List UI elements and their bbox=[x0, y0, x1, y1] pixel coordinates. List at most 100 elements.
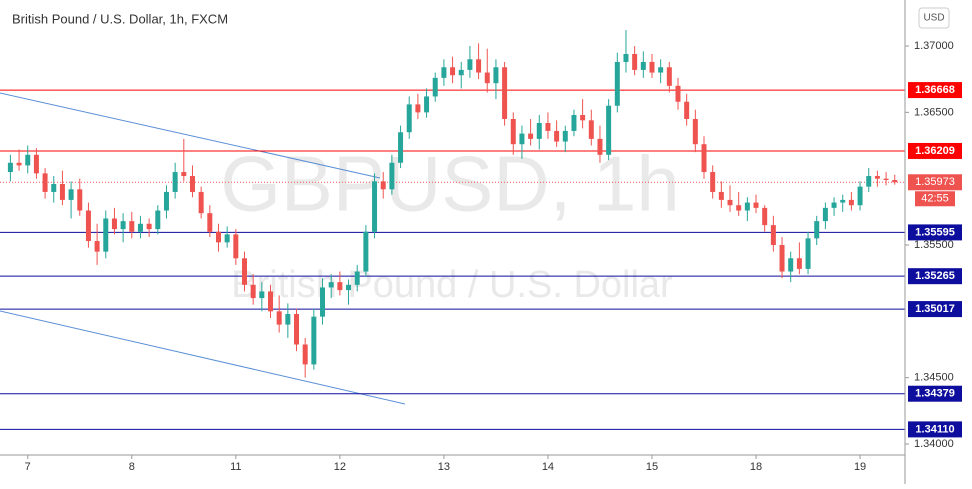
x-tick-label: 12 bbox=[334, 461, 346, 473]
candle-body bbox=[16, 162, 22, 166]
candle-body bbox=[276, 311, 282, 325]
candle-body bbox=[294, 313, 300, 345]
candle-body bbox=[129, 221, 135, 232]
candle-body bbox=[658, 67, 664, 73]
candle-body bbox=[840, 199, 846, 203]
watermark-subtitle: British Pound / U.S. Dollar bbox=[231, 264, 673, 306]
x-tick-label: 18 bbox=[750, 461, 762, 473]
candle-body bbox=[146, 223, 152, 230]
level-tag bbox=[908, 421, 962, 438]
level-tag bbox=[908, 224, 962, 241]
candle-body bbox=[224, 234, 230, 243]
candle-body bbox=[727, 199, 733, 206]
y-tick-label: 1.37000 bbox=[914, 40, 954, 52]
level-label: 1.35017 bbox=[915, 303, 955, 315]
candle-body bbox=[588, 120, 594, 139]
candle-body bbox=[736, 205, 742, 211]
candle-body bbox=[493, 67, 499, 84]
candle-body bbox=[684, 101, 690, 119]
candle-body bbox=[25, 154, 31, 166]
candle-body bbox=[51, 183, 57, 192]
candle-body bbox=[441, 67, 447, 78]
candle-body bbox=[822, 207, 828, 222]
candle-body bbox=[320, 287, 326, 317]
candle-body bbox=[207, 213, 213, 232]
level-tag bbox=[908, 385, 962, 402]
x-tick-label: 13 bbox=[438, 461, 450, 473]
candle-body bbox=[198, 191, 204, 214]
level-label: 1.36209 bbox=[915, 145, 955, 157]
candle-body bbox=[424, 96, 430, 113]
candle-body bbox=[718, 191, 724, 200]
y-tick-label: 1.34000 bbox=[914, 438, 954, 450]
candle-body bbox=[866, 176, 872, 187]
x-tick-label: 15 bbox=[646, 461, 658, 473]
candle-body bbox=[805, 238, 811, 269]
candle-body bbox=[59, 183, 65, 200]
candle-body bbox=[172, 172, 178, 192]
level-tag bbox=[908, 82, 962, 99]
candle-body bbox=[857, 186, 863, 206]
trend-line bbox=[0, 92, 381, 179]
candle-body bbox=[467, 59, 473, 70]
candle-body bbox=[762, 207, 768, 226]
candle-body bbox=[536, 122, 542, 139]
candle-body bbox=[692, 118, 698, 145]
candle-body bbox=[137, 223, 143, 232]
candle-body bbox=[155, 210, 161, 230]
candle-body bbox=[337, 282, 343, 291]
candle-body bbox=[415, 104, 421, 113]
trend-line bbox=[0, 310, 406, 405]
candle-body bbox=[380, 181, 386, 190]
candle-body bbox=[233, 234, 239, 259]
candle-body bbox=[571, 115, 577, 131]
candle-body bbox=[363, 231, 369, 272]
candle-body bbox=[476, 59, 482, 73]
candle-body bbox=[874, 176, 880, 179]
y-tick-label: 1.36500 bbox=[914, 106, 954, 118]
candle-body bbox=[302, 344, 308, 365]
candle-body bbox=[215, 231, 221, 243]
level-label: 1.35265 bbox=[915, 270, 955, 282]
level-label: 1.34110 bbox=[915, 423, 954, 435]
candle-body bbox=[788, 258, 794, 272]
candle-body bbox=[528, 133, 534, 139]
candle-body bbox=[432, 77, 438, 97]
candle-body bbox=[770, 225, 776, 246]
candle-body bbox=[606, 105, 612, 155]
y-tick-label: 1.34500 bbox=[914, 372, 954, 384]
candle-body bbox=[597, 138, 603, 155]
currency-button[interactable] bbox=[918, 7, 950, 29]
candle-body bbox=[450, 67, 456, 76]
candle-body bbox=[710, 172, 716, 192]
candle-body bbox=[85, 210, 91, 242]
candle-body bbox=[346, 284, 352, 291]
candle-body bbox=[77, 189, 83, 211]
candle-body bbox=[285, 313, 291, 325]
last-price-label: 1.35973 bbox=[915, 176, 955, 188]
last-price-tag bbox=[908, 174, 962, 191]
candle-body bbox=[33, 154, 39, 174]
candle-body bbox=[189, 176, 195, 192]
candle-body bbox=[311, 316, 317, 365]
candle-body bbox=[545, 122, 551, 131]
candle-body bbox=[354, 271, 360, 285]
candle-body bbox=[94, 241, 100, 252]
candle-body bbox=[666, 67, 672, 86]
candle-body bbox=[68, 189, 74, 200]
candle-body bbox=[640, 61, 646, 70]
candle-body bbox=[484, 72, 490, 84]
candle-body bbox=[328, 282, 334, 288]
candle-body bbox=[42, 173, 48, 192]
candle-body bbox=[458, 69, 464, 76]
candle-body bbox=[753, 202, 759, 208]
candle-body bbox=[614, 61, 620, 106]
candle-body bbox=[120, 221, 126, 230]
candle-body bbox=[268, 291, 274, 312]
countdown-tag bbox=[915, 191, 955, 207]
candle-body bbox=[103, 218, 109, 252]
level-label: 1.34379 bbox=[915, 388, 955, 400]
candle-body bbox=[502, 67, 508, 119]
candle-body bbox=[701, 144, 707, 173]
candle-body bbox=[519, 133, 525, 145]
